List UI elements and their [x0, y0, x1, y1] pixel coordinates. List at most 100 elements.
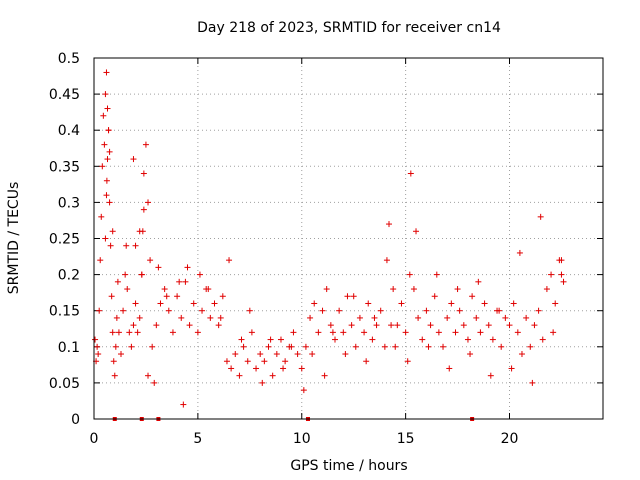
- data-point: [558, 271, 565, 278]
- data-point: [415, 314, 422, 321]
- data-point: [103, 192, 110, 199]
- data-point: [398, 300, 405, 307]
- data-point: [440, 343, 447, 350]
- data-point: [219, 293, 226, 300]
- data-point: [350, 293, 357, 300]
- data-point: [145, 199, 152, 206]
- data-point: [433, 271, 440, 278]
- data-point: [537, 213, 544, 220]
- x-tick-label: 10: [293, 431, 311, 447]
- data-point: [161, 286, 168, 293]
- data-point: [114, 278, 121, 285]
- y-tick-label: 0.15: [49, 304, 80, 320]
- data-point: [365, 300, 372, 307]
- data-point: [102, 91, 109, 98]
- data-point: [95, 351, 102, 358]
- data-point: [290, 329, 297, 336]
- data-point: [392, 343, 399, 350]
- data-point: [390, 286, 397, 293]
- data-point: [155, 264, 162, 271]
- data-point: [321, 372, 328, 379]
- data-point: [236, 372, 243, 379]
- data-point: [539, 336, 546, 343]
- data-point: [444, 314, 451, 321]
- data-point: [516, 249, 523, 256]
- data-point: [475, 278, 482, 285]
- data-point: [163, 293, 170, 300]
- data-point: [336, 307, 343, 314]
- data-point: [176, 278, 183, 285]
- x-axis-label: GPS time / hours: [290, 458, 407, 474]
- data-point: [473, 314, 480, 321]
- data-point: [558, 257, 565, 264]
- data-point: [145, 372, 152, 379]
- data-point: [423, 307, 430, 314]
- data-point: [329, 329, 336, 336]
- data-point: [294, 351, 301, 358]
- y-tick-label: 0.1: [58, 340, 80, 356]
- data-point: [502, 314, 509, 321]
- data-point: [535, 307, 542, 314]
- data-point: [460, 322, 467, 329]
- x-tick-label: 15: [397, 431, 415, 447]
- data-point: [196, 271, 203, 278]
- data-point: [543, 286, 550, 293]
- data-point: [104, 105, 111, 112]
- data-point: [104, 156, 111, 163]
- data-point: [112, 343, 119, 350]
- data-point: [228, 365, 235, 372]
- data-point: [153, 322, 160, 329]
- data-point: [407, 170, 414, 177]
- data-point: [435, 329, 442, 336]
- data-point: [244, 358, 251, 365]
- data-point: [136, 314, 143, 321]
- data-point: [186, 322, 193, 329]
- data-point: [194, 329, 201, 336]
- data-point: [130, 322, 137, 329]
- y-tick-label: 0.4: [58, 123, 80, 139]
- data-point: [174, 293, 181, 300]
- data-point: [363, 358, 370, 365]
- y-tick-label: 0.35: [49, 159, 80, 175]
- data-point: [427, 322, 434, 329]
- data-point: [454, 286, 461, 293]
- data-point: [425, 343, 432, 350]
- x-tick-label: 20: [501, 431, 519, 447]
- data-point: [394, 322, 401, 329]
- data-point: [182, 278, 189, 285]
- data-point: [369, 336, 376, 343]
- data-point: [126, 329, 133, 336]
- data-point: [217, 314, 224, 321]
- data-point: [331, 336, 338, 343]
- data-point: [348, 322, 355, 329]
- data-point: [288, 343, 295, 350]
- data-point: [302, 343, 309, 350]
- data-point: [248, 329, 255, 336]
- data-point: [240, 343, 247, 350]
- y-tick-label: 0.3: [58, 195, 80, 211]
- data-point: [298, 365, 305, 372]
- data-point: [99, 163, 106, 170]
- data-point: [323, 286, 330, 293]
- data-point: [419, 336, 426, 343]
- data-point: [103, 177, 110, 184]
- data-point: [149, 343, 156, 350]
- data-point: [529, 379, 536, 386]
- data-point: [307, 314, 314, 321]
- data-point: [402, 329, 409, 336]
- data-point: [190, 300, 197, 307]
- y-tick-label: 0.05: [49, 376, 80, 392]
- data-point: [456, 307, 463, 314]
- data-point: [151, 379, 158, 386]
- data-point: [548, 271, 555, 278]
- y-axis-label: SRMTID / TECUs: [6, 182, 22, 295]
- axis-ticks: 0 0.05 0.1 0.15 0.2 0.25 0.3 0.35 0.4 0.45 0.5 0 5 10…: [49, 51, 603, 447]
- data-point: [506, 322, 513, 329]
- data-point: [356, 314, 363, 321]
- data-point: [448, 300, 455, 307]
- x-tick-label: 0: [90, 431, 99, 447]
- plot-frame: [93, 57, 604, 420]
- y-tick-label: 0.25: [49, 232, 80, 248]
- y-tick-label: 0.45: [49, 87, 80, 103]
